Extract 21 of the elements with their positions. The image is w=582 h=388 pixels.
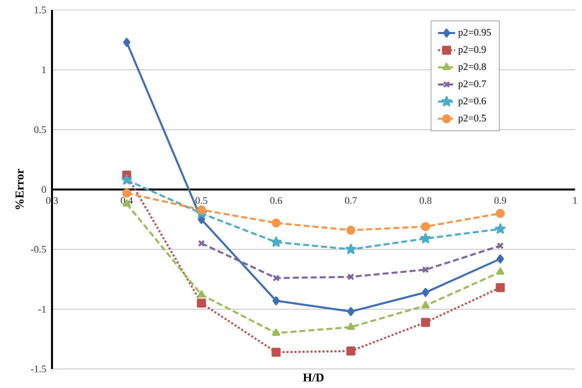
x-tick-label: 0.9 — [494, 197, 506, 204]
y-tick-label: 1 — [42, 66, 46, 74]
y-tick-label: 0.5 — [34, 126, 46, 134]
y-tick-label: -0.5 — [30, 246, 46, 253]
legend-label: p2=0.5 — [458, 114, 486, 124]
y-tick-label: 0 — [42, 186, 46, 193]
y-axis-title: %Error — [16, 168, 24, 210]
y-tick-label: -1 — [38, 306, 46, 312]
legend-label: p2=0.95 — [458, 28, 491, 38]
x-tick-label: 0.8 — [420, 197, 432, 204]
legend-label: p2=0.8 — [458, 63, 486, 72]
legend-label: p2=0.6 — [458, 98, 486, 106]
x-tick-label: 0.7 — [344, 197, 357, 204]
x-tick-label: 0.5 — [196, 197, 208, 204]
legend-label: p2=0.9 — [458, 46, 486, 55]
x-tick-label: 1 — [573, 197, 577, 204]
legend-label: p2=0.7 — [458, 80, 486, 90]
x-axis-title: H/D — [303, 374, 324, 382]
x-tick-label: 0.6 — [270, 197, 282, 204]
y-tick-label: -1.5 — [30, 366, 46, 372]
y-tick-label: 1.5 — [34, 6, 46, 14]
